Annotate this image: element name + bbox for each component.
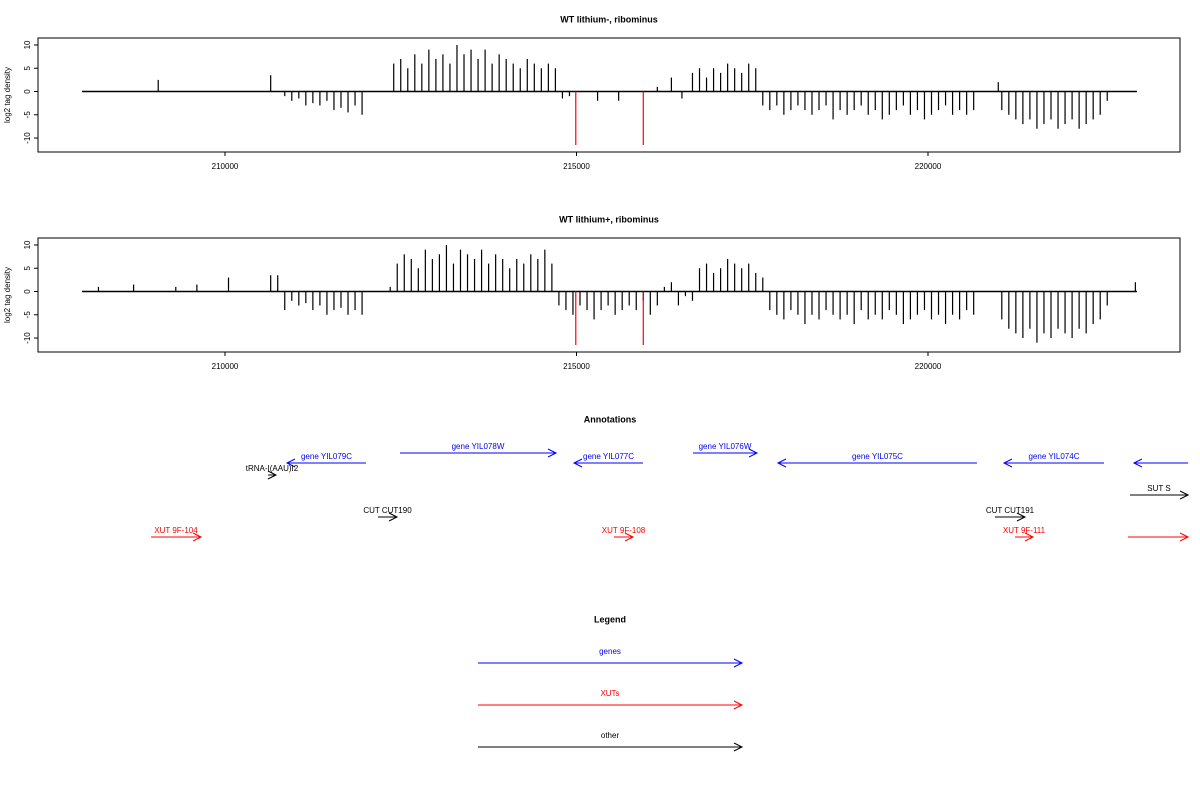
- arrow-head: [733, 658, 744, 668]
- feature-label: SUT S: [1147, 484, 1170, 493]
- y-tick-label: -10: [23, 332, 32, 344]
- arrow-head: [1179, 490, 1190, 500]
- legend-label: XUTs: [600, 689, 619, 698]
- arrow-head: [1132, 458, 1143, 468]
- y-axis-label: log2 tag density: [3, 267, 12, 323]
- feature-label: gene YIL078W: [452, 442, 505, 451]
- annotations-title: Annotations: [584, 414, 637, 424]
- y-tick-label: 10: [23, 240, 32, 249]
- feature-label: CUT CUT191: [986, 506, 1035, 515]
- y-tick-label: 10: [23, 40, 32, 49]
- chart-title: WT lithium+, ribominus: [559, 214, 659, 224]
- legend-label: genes: [599, 647, 621, 656]
- legend-label: other: [601, 731, 620, 740]
- x-tick-label: 220000: [915, 162, 942, 171]
- feature-arrow: [776, 458, 977, 468]
- y-tick-label: 5: [23, 265, 32, 270]
- arrow-head: [624, 532, 635, 542]
- feature-label: gene YIL074C: [1028, 452, 1079, 461]
- arrow-head: [267, 470, 278, 480]
- plot-frame: [37, 37, 1181, 153]
- arrow-head: [192, 532, 203, 542]
- feature-arrow: [150, 532, 203, 542]
- feature-label: XUT 9F-104: [154, 526, 198, 535]
- feature-label: tRNA-I(AAU)I2: [246, 464, 299, 473]
- feature-label: CUT CUT190: [363, 506, 412, 515]
- feature-label: XUT 9F-111: [1003, 526, 1046, 535]
- arrow-head: [572, 458, 583, 468]
- y-tick-label: 0: [23, 89, 32, 94]
- feature-arrow: [1129, 490, 1190, 500]
- y-axis-label: log2 tag density: [3, 67, 12, 123]
- feature-arrow: [614, 532, 635, 542]
- chart-title: WT lithium-, ribominus: [560, 14, 658, 24]
- feature-arrow: [267, 470, 278, 480]
- y-tick-label: 0: [23, 289, 32, 294]
- x-tick-label: 215000: [563, 362, 590, 371]
- arrow-head: [776, 458, 787, 468]
- x-tick-label: 220000: [915, 362, 942, 371]
- feature-arrow: [692, 448, 759, 458]
- legend-title: Legend: [594, 614, 626, 624]
- arrow-head: [547, 448, 558, 458]
- x-tick-label: 210000: [212, 362, 239, 371]
- y-tick-label: -10: [23, 132, 32, 144]
- x-tick-label: 215000: [563, 162, 590, 171]
- arrow-head: [1002, 458, 1013, 468]
- feature-arrow: [1132, 458, 1189, 468]
- feature-arrow: [1015, 532, 1035, 542]
- feature-arrow: [399, 448, 558, 458]
- arrow-head: [1024, 532, 1035, 542]
- arrow-head: [1016, 512, 1027, 522]
- feature-label: gene YIL077C: [583, 452, 634, 461]
- legend-arrow: [478, 658, 744, 668]
- feature-label: gene YIL076W: [699, 442, 752, 451]
- feature-arrow: [1002, 458, 1105, 468]
- legend-arrow: [478, 700, 744, 710]
- y-tick-label: -5: [23, 311, 32, 319]
- feature-arrow: [285, 458, 367, 468]
- arrow-head: [1179, 532, 1190, 542]
- arrow-head: [748, 448, 759, 458]
- legend-arrow: [478, 742, 744, 752]
- feature-label: XUT 9F-108: [602, 526, 646, 535]
- x-tick-label: 210000: [212, 162, 239, 171]
- y-tick-label: -5: [23, 111, 32, 119]
- y-tick-label: 5: [23, 65, 32, 70]
- arrow-head: [733, 742, 744, 752]
- feature-arrow: [377, 512, 399, 522]
- feature-arrow: [994, 512, 1027, 522]
- feature-label: gene YIL075C: [852, 452, 903, 461]
- arrow-head: [733, 700, 744, 710]
- arrow-head: [388, 512, 399, 522]
- plot-frame: [37, 237, 1181, 353]
- feature-arrow: [572, 458, 643, 468]
- feature-arrow: [1127, 532, 1190, 542]
- arrow-head: [285, 458, 296, 468]
- feature-label: gene YIL079C: [301, 452, 352, 461]
